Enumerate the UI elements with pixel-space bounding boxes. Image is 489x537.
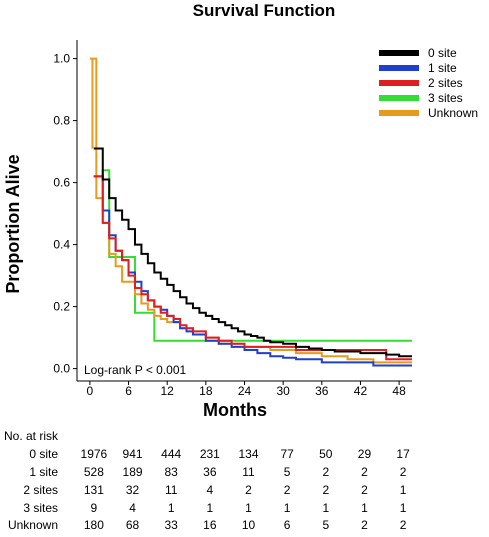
series-line-1-site [93,175,412,367]
x-axis-label: Months [203,400,267,420]
risk-cell: 29 [358,447,372,461]
risk-table-header: No. at risk [4,429,59,443]
log-rank-annotation: Log-rank P < 0.001 [84,363,187,377]
series-line-3-sites [93,169,412,342]
risk-cell: 2 [245,483,252,497]
risk-cell: 131 [84,483,104,497]
risk-cell: 231 [200,447,220,461]
legend-swatch [379,80,419,86]
risk-row-label: 2 sites [23,483,58,497]
legend-swatch [379,50,419,56]
y-tick-label: 0.2 [53,300,70,314]
risk-cell: 32 [126,483,140,497]
risk-row-label: 0 site [29,447,58,461]
axes: 0.0 0.2 0.4 0.6 0.8 1.0 0 6 12 18 24 30 36 42 48 [53,40,412,398]
risk-cell: 2 [322,465,329,479]
risk-cell: 1 [322,501,329,515]
risk-cell: 1 [400,483,407,497]
series-line-unknown [89,57,412,364]
risk-cell: 83 [165,465,179,479]
risk-cell: 1 [207,501,214,515]
risk-cell: 11 [165,483,178,497]
risk-cell: 2 [361,483,368,497]
risk-cell: 77 [280,447,294,461]
risk-row-label: 1 site [29,465,58,479]
risk-cell: 134 [238,447,258,461]
risk-cell: 189 [123,465,143,479]
y-tick-label: 0.4 [53,238,70,252]
risk-table: No. at risk 0 site 1976 941 444 231 134 77 50 29… [4,429,410,532]
risk-cell: 2 [400,518,407,532]
x-tick-label: 12 [161,384,175,398]
risk-cell: 1 [284,501,291,515]
risk-cell: 444 [161,447,181,461]
x-tick-label: 48 [392,384,406,398]
legend-label: 1 site [428,61,457,75]
legend-swatch [379,65,419,71]
y-tick-label: 0.0 [53,362,70,376]
y-tick-label: 0.6 [53,176,70,190]
risk-row-label: Unknown [8,518,58,532]
risk-cell: 36 [203,465,217,479]
risk-cell: 2 [361,518,368,532]
x-tick-label: 24 [238,384,252,398]
risk-cell: 1 [245,501,252,515]
x-tick-label: 42 [354,384,368,398]
legend-label: 0 site [428,46,457,60]
legend-label: 3 sites [428,91,463,105]
risk-cell: 2 [400,465,407,479]
risk-cell: 1976 [81,447,108,461]
x-tick-label: 18 [199,384,213,398]
risk-cell: 1 [400,501,407,515]
series-line-0-site [93,147,412,358]
legend-swatch [379,95,419,101]
risk-cell: 2 [322,483,329,497]
x-tick-label: 30 [276,384,290,398]
x-tick-label: 36 [315,384,329,398]
risk-cell: 10 [242,518,256,532]
risk-cell: 4 [207,483,214,497]
risk-cell: 180 [84,518,104,532]
risk-cell: 9 [91,501,98,515]
risk-cell: 68 [126,518,140,532]
legend-label: 2 sites [428,76,463,90]
risk-cell: 941 [123,447,143,461]
risk-cell: 1 [168,501,175,515]
risk-row-label: 3 sites [23,501,58,515]
risk-cell: 2 [361,465,368,479]
legend-swatch [379,110,419,116]
risk-cell: 5 [284,465,291,479]
risk-cell: 5 [322,518,329,532]
x-tick-label: 0 [87,384,94,398]
series-line-2-sites [93,175,412,361]
y-tick-label: 1.0 [53,52,70,66]
legend-label: Unknown [428,106,478,120]
risk-cell: 2 [284,483,291,497]
risk-cell: 1 [361,501,368,515]
risk-cell: 17 [396,447,410,461]
risk-cell: 6 [284,518,291,532]
risk-cell: 16 [203,518,217,532]
series-group [89,57,412,367]
risk-cell: 50 [319,447,333,461]
y-axis-label: Proportion Alive [3,154,23,293]
y-tick-label: 0.8 [53,114,70,128]
risk-cell: 4 [129,501,136,515]
risk-cell: 528 [84,465,104,479]
risk-cell: 33 [165,518,179,532]
risk-cell: 11 [242,465,255,479]
x-tick-label: 6 [125,384,132,398]
chart-title: Survival Function [193,1,336,20]
